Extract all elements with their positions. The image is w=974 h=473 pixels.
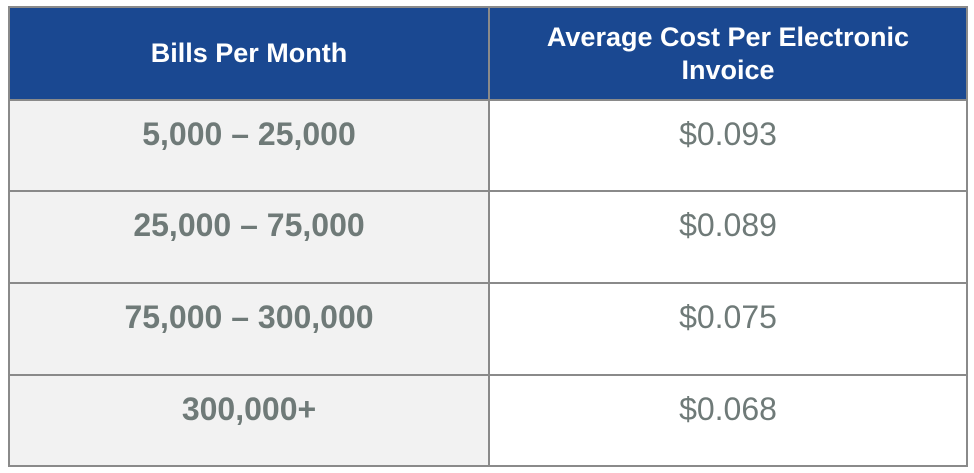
table-row-3-cost: $0.075	[490, 284, 966, 376]
table-row-3-bills: 75,000 – 300,000	[10, 284, 490, 376]
table-row-4-bills: 300,000+	[10, 376, 490, 465]
table-row-1-cost: $0.093	[490, 101, 966, 192]
pricing-table: Bills Per Month Average Cost Per Electro…	[8, 6, 968, 467]
table-row-2-cost: $0.089	[490, 192, 966, 284]
table-row-4-cost: $0.068	[490, 376, 966, 465]
header-bills-per-month: Bills Per Month	[10, 8, 490, 101]
header-average-cost: Average Cost Per Electronic Invoice	[490, 8, 966, 101]
table-row-1-bills: 5,000 – 25,000	[10, 101, 490, 192]
table-row-2-bills: 25,000 – 75,000	[10, 192, 490, 284]
